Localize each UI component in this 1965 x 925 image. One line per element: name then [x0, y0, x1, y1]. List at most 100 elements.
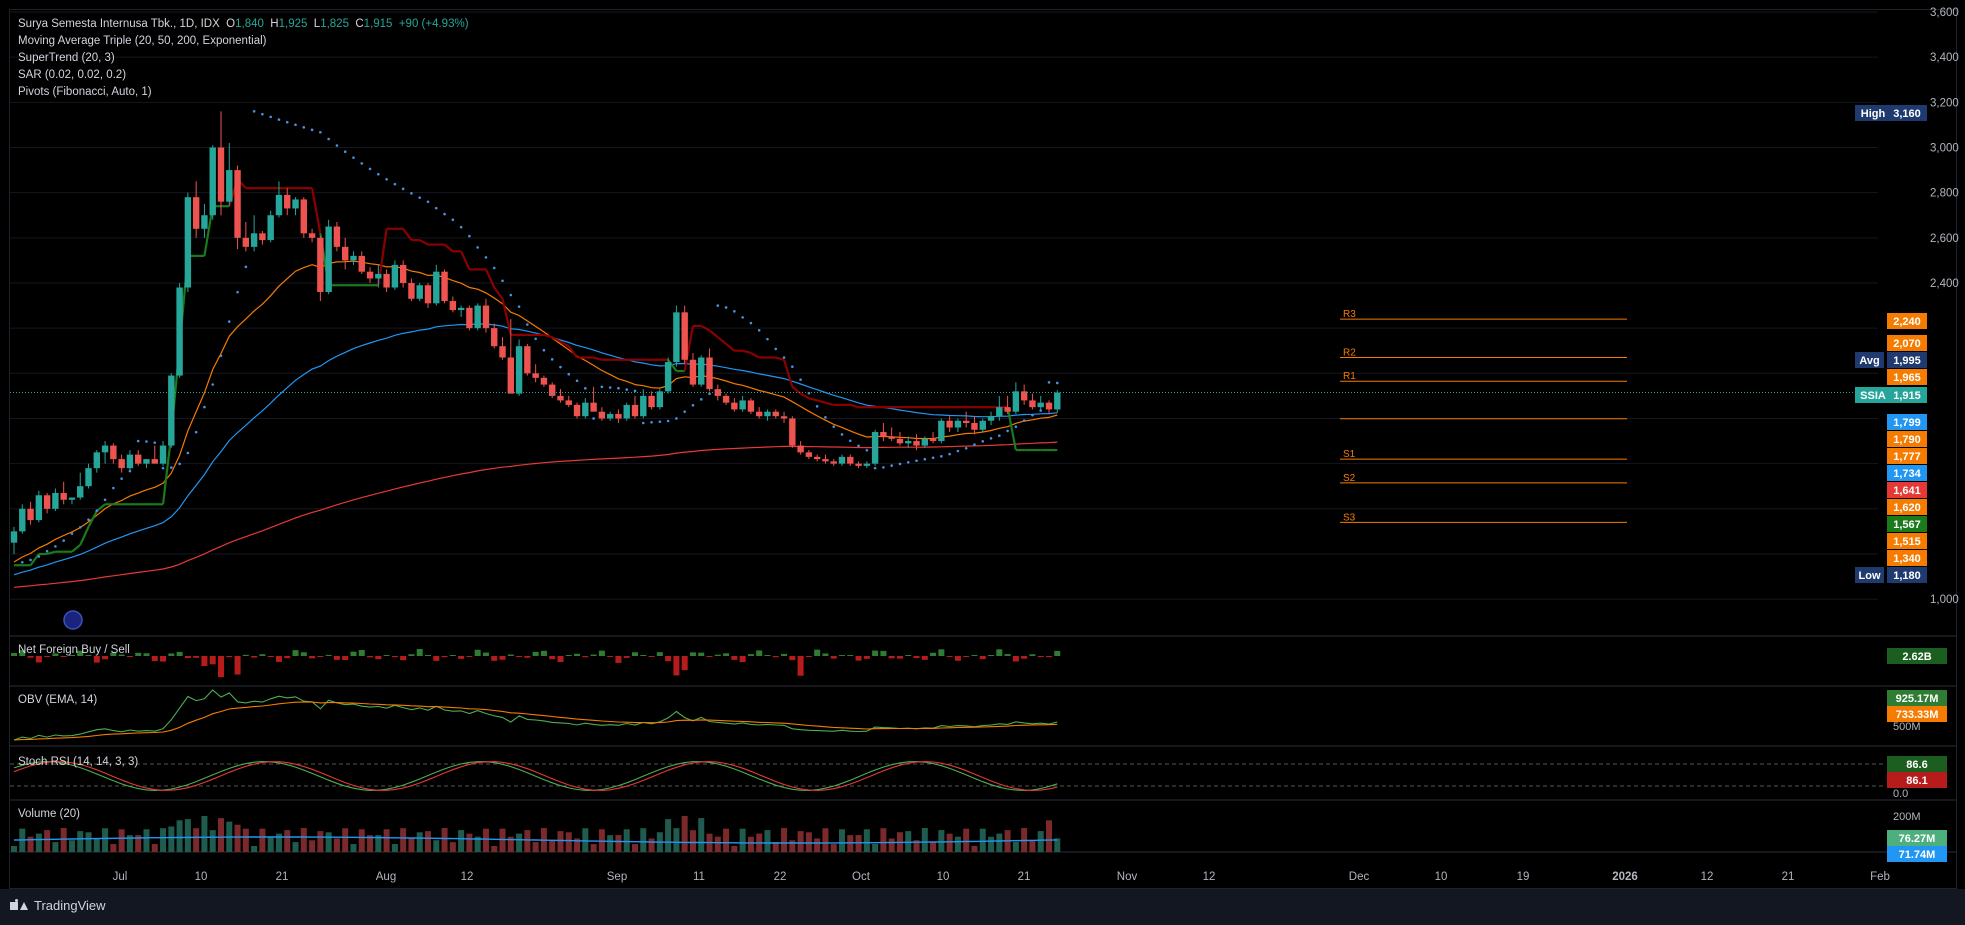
sar-dot: [37, 555, 41, 558]
y-tick-label: 2,800: [1930, 188, 1959, 200]
nfbs-bar: [574, 653, 581, 656]
volume-bar: [126, 835, 133, 852]
sar-dot: [45, 549, 49, 553]
sar-dot: [517, 305, 521, 308]
volume-bar: [102, 828, 109, 852]
price-label-value: 1,799: [1893, 417, 1921, 429]
price-label-box: [1887, 567, 1927, 583]
sar-dot: [1055, 381, 1059, 385]
sar-dot: [550, 358, 554, 361]
supertrend-segment: [443, 243, 454, 253]
sar-dot: [227, 320, 231, 323]
panel-title-stoch[interactable]: Stoch RSI (14, 14, 3, 3): [18, 756, 139, 768]
nfbs-bar: [598, 650, 605, 656]
volume-bar: [209, 830, 216, 852]
nfbs-bar: [557, 656, 564, 663]
sar-dot: [873, 466, 877, 470]
sar-dot: [194, 430, 198, 434]
volume-bar: [441, 828, 448, 852]
candle-body: [27, 508, 34, 521]
supertrend-segment: [29, 553, 40, 566]
nfbs-bar: [1021, 656, 1028, 659]
sar-dot: [1031, 413, 1034, 417]
panel-title-volume[interactable]: Volume (20): [18, 808, 81, 820]
nfbs-bar: [590, 654, 597, 656]
candle-body: [110, 445, 117, 460]
volume-bar: [350, 844, 357, 852]
tradingview-icon: [10, 898, 28, 913]
candle-body: [383, 273, 390, 288]
nfbs-bar: [930, 652, 937, 656]
volume-bar: [160, 828, 167, 852]
sar-dot: [559, 365, 562, 369]
volume-bar: [739, 828, 746, 852]
volume-bar: [830, 844, 837, 852]
candle-body: [300, 199, 307, 234]
volume-bar: [921, 828, 928, 852]
sar-dot: [377, 172, 380, 176]
footer-bar: TradingView: [0, 889, 1965, 925]
legend-symbol-line: Surya Semesta Internusa Tbk., 1D, IDX O1…: [18, 16, 469, 33]
nfbs-bar: [317, 656, 324, 657]
supertrend-segment: [849, 403, 859, 409]
candle-body: [168, 375, 175, 446]
nfbs-bar: [839, 655, 845, 656]
sar-dot: [956, 449, 960, 453]
volume-bar: [118, 829, 125, 852]
sar-dot: [170, 466, 173, 469]
nfbs-bar: [292, 650, 299, 656]
sar-dot: [319, 130, 322, 134]
nfbs-bar: [126, 656, 133, 657]
indicator-pivots[interactable]: Pivots (Fibonacci, Auto, 1): [18, 86, 152, 98]
candle-body: [1029, 400, 1036, 408]
panel-title-nfbs[interactable]: Net Foreign Buy / Sell: [18, 644, 130, 656]
candle-body: [375, 273, 382, 279]
nfbs-bar: [193, 656, 200, 658]
nfbs-bar: [623, 656, 630, 658]
price-label-box: [1887, 313, 1927, 329]
indicator-ema-triple[interactable]: Moving Average Triple (20, 50, 200, Expo…: [18, 35, 267, 47]
x-tick-label: Jul: [113, 871, 128, 883]
panel-title-obv[interactable]: OBV (EMA, 14): [18, 694, 98, 706]
volume-value-label: 76.27M: [1899, 833, 1936, 845]
candle-body: [325, 226, 332, 293]
indicator-sar[interactable]: SAR (0.02, 0.02, 0.2): [18, 69, 127, 81]
nfbs-bar: [772, 656, 779, 658]
supertrend-segment: [96, 503, 106, 512]
tradingview-logo[interactable]: TradingView: [10, 898, 106, 913]
price-chart[interactable]: 1,000 2,400 2,600 2,800 3,000 3,200 3,400 3,600…: [0, 0, 1965, 889]
sar-dot: [128, 469, 132, 473]
stoch-axis-label: 0.0: [1893, 788, 1908, 800]
candle-body: [358, 255, 365, 272]
volume-bar: [267, 836, 274, 852]
x-tick-label: Dec: [1349, 871, 1370, 883]
sar-dot: [848, 439, 852, 443]
nfbs-bar: [532, 651, 539, 656]
volume-bar: [930, 842, 937, 852]
nfbs-bar: [988, 655, 995, 656]
pivot-label: S2: [1343, 473, 1356, 484]
sar-dot: [145, 440, 148, 443]
pivot-label: S3: [1343, 512, 1356, 523]
stoch-d-label-box: [1887, 772, 1947, 788]
volume-bar: [151, 844, 158, 852]
price-label-value: 1,567: [1893, 519, 1921, 531]
candle-body: [466, 307, 473, 329]
supertrend-segment: [782, 359, 794, 388]
candle-body: [101, 445, 109, 453]
volume-bar: [184, 819, 191, 852]
nfbs-bar: [19, 650, 26, 656]
price-label-tag: High: [1861, 108, 1886, 120]
candle-body: [772, 411, 779, 417]
indicator-supertrend[interactable]: SuperTrend (20, 3): [18, 52, 115, 64]
x-tick-label: Nov: [1117, 871, 1138, 883]
candle-body: [582, 402, 589, 417]
sar-dot: [261, 112, 264, 116]
sar-dot: [724, 306, 728, 309]
sar-dot: [981, 440, 985, 443]
candle-body: [267, 215, 274, 241]
sar-dot: [1047, 381, 1051, 384]
nfbs-bar: [1037, 656, 1044, 658]
price-label-box: [1887, 105, 1927, 121]
volume-bar: [839, 829, 845, 852]
